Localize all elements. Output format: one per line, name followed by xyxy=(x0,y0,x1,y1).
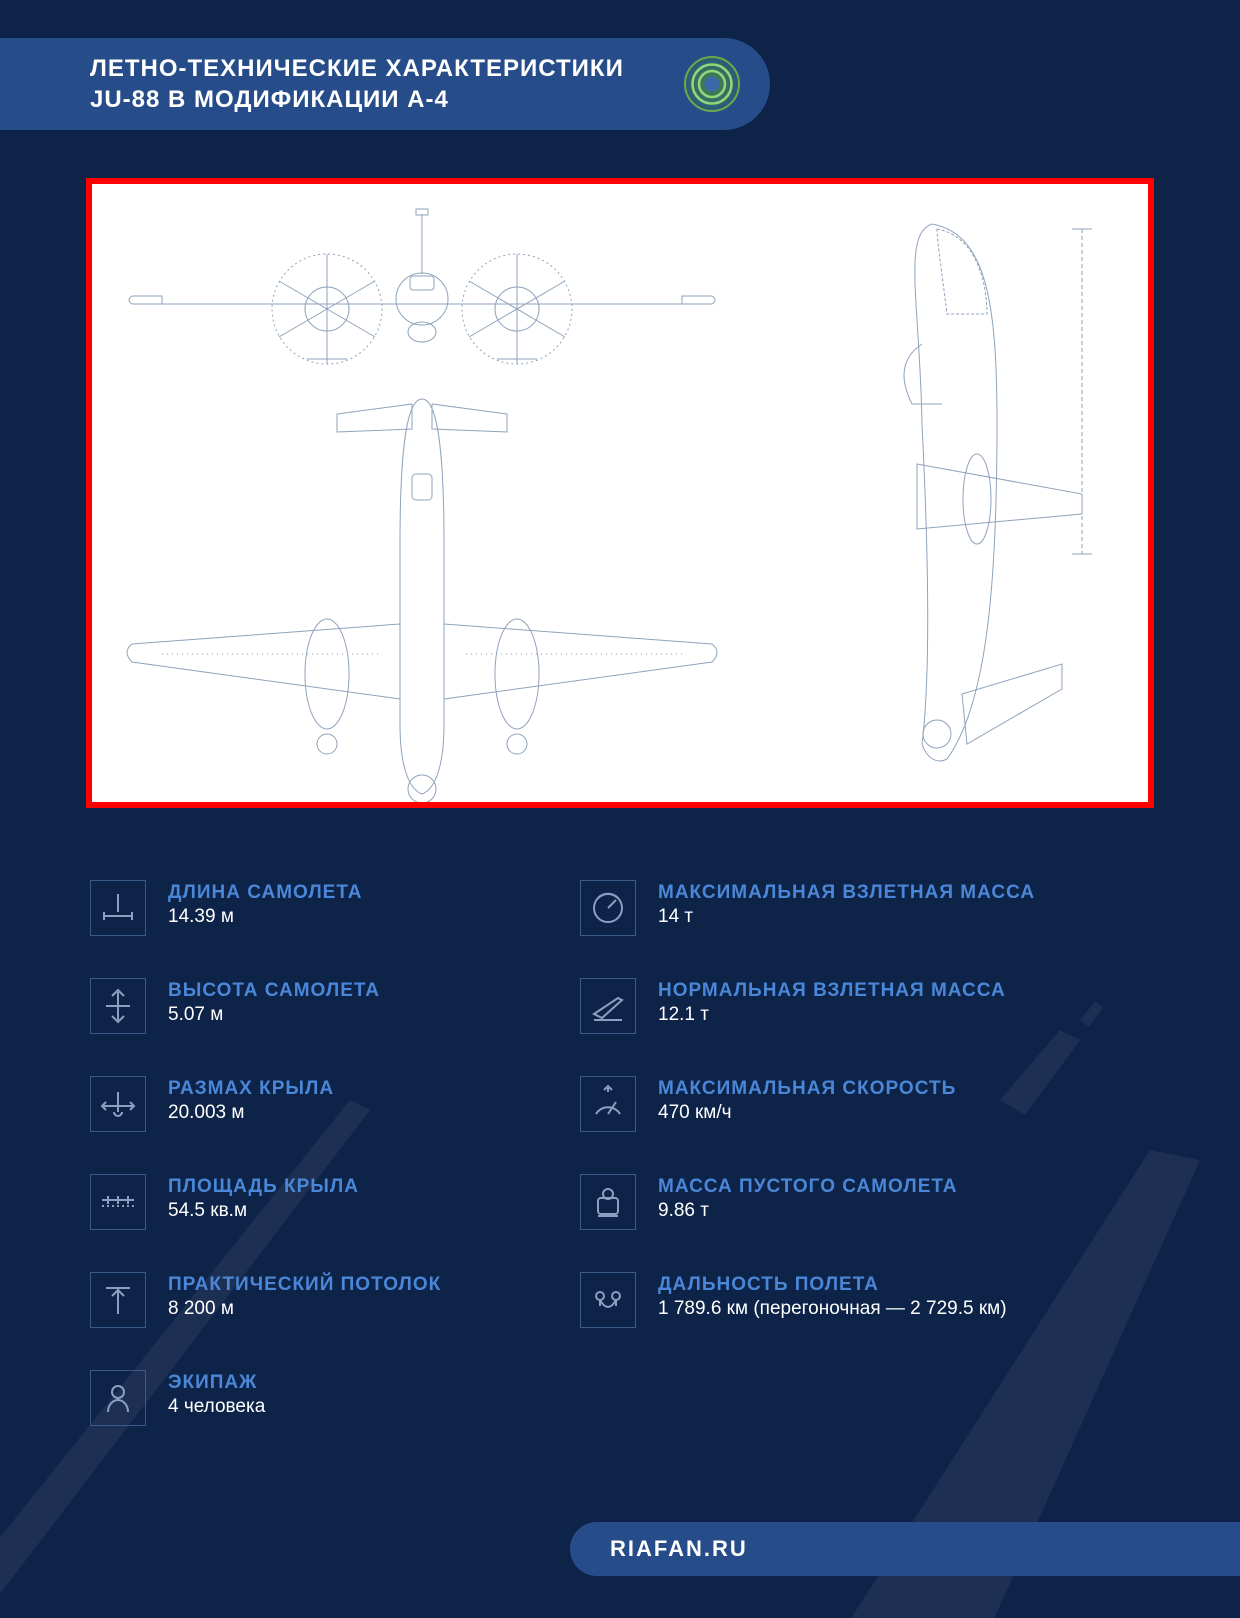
footer-bar: RIAFAN.RU xyxy=(570,1522,1240,1576)
range-icon xyxy=(580,1272,636,1328)
spec-value: 20.003 м xyxy=(168,1102,334,1124)
crew-icon xyxy=(90,1370,146,1426)
specs-container: ДЛИНА САМОЛЕТА 14.39 м ВЫСОТА САМОЛЕТА 5… xyxy=(90,880,1160,1426)
spec-value: 4 человека xyxy=(168,1396,265,1418)
specs-right-column: МАКСИМАЛЬНАЯ ВЗЛЕТНАЯ МАССА 14 т НОРМАЛЬ… xyxy=(580,880,1140,1426)
spec-crew: ЭКИПАЖ 4 человека xyxy=(90,1370,520,1426)
weight-icon xyxy=(580,1174,636,1230)
page-title: ЛЕТНО-ТЕХНИЧЕСКИЕ ХАРАКТЕРИСТИКИ JU-88 В… xyxy=(90,53,624,115)
wingspan-icon xyxy=(90,1076,146,1132)
spec-label: ДАЛЬНОСТЬ ПОЛЕТА xyxy=(658,1274,1007,1296)
ceiling-icon xyxy=(90,1272,146,1328)
logo-badge-icon xyxy=(684,56,740,112)
spec-ntow: НОРМАЛЬНАЯ ВЗЛЕТНАЯ МАССА 12.1 т xyxy=(580,978,1140,1034)
spec-value: 8 200 м xyxy=(168,1298,441,1320)
aircraft-three-view-diagram xyxy=(86,178,1154,808)
spec-value: 9.86 т xyxy=(658,1200,958,1222)
spec-value: 470 км/ч xyxy=(658,1102,956,1124)
spec-label: МАССА ПУСТОГО САМОЛЕТА xyxy=(658,1176,958,1198)
spec-label: РАЗМАХ КРЫЛА xyxy=(168,1078,334,1100)
spec-range: ДАЛЬНОСТЬ ПОЛЕТА 1 789.6 км (перегоночна… xyxy=(580,1272,1140,1328)
length-icon xyxy=(90,880,146,936)
spec-height: ВЫСОТА САМОЛЕТА 5.07 м xyxy=(90,978,520,1034)
spec-label: ВЫСОТА САМОЛЕТА xyxy=(168,980,380,1002)
spec-value: 12.1 т xyxy=(658,1004,1006,1026)
mtow-icon xyxy=(580,880,636,936)
spec-wing-area: ПЛОЩАДЬ КРЫЛА 54.5 кв.м xyxy=(90,1174,520,1230)
speed-icon xyxy=(580,1076,636,1132)
spec-value: 54.5 кв.м xyxy=(168,1200,359,1222)
wing-area-icon xyxy=(90,1174,146,1230)
title-line-2: JU-88 В МОДИФИКАЦИИ A-4 xyxy=(90,84,624,115)
spec-label: НОРМАЛЬНАЯ ВЗЛЕТНАЯ МАССА xyxy=(658,980,1006,1002)
title-line-1: ЛЕТНО-ТЕХНИЧЕСКИЕ ХАРАКТЕРИСТИКИ xyxy=(90,53,624,84)
takeoff-icon xyxy=(580,978,636,1034)
spec-mtow: МАКСИМАЛЬНАЯ ВЗЛЕТНАЯ МАССА 14 т xyxy=(580,880,1140,936)
spec-ceiling: ПРАКТИЧЕСКИЙ ПОТОЛОК 8 200 м xyxy=(90,1272,520,1328)
specs-left-column: ДЛИНА САМОЛЕТА 14.39 м ВЫСОТА САМОЛЕТА 5… xyxy=(90,880,520,1426)
spec-value: 5.07 м xyxy=(168,1004,380,1026)
spec-value: 14 т xyxy=(658,906,1035,928)
spec-speed: МАКСИМАЛЬНАЯ СКОРОСТЬ 470 км/ч xyxy=(580,1076,1140,1132)
height-icon xyxy=(90,978,146,1034)
spec-value: 1 789.6 км (перегоночная — 2 729.5 км) xyxy=(658,1298,1007,1320)
spec-label: МАКСИМАЛЬНАЯ СКОРОСТЬ xyxy=(658,1078,956,1100)
spec-wingspan: РАЗМАХ КРЫЛА 20.003 м xyxy=(90,1076,520,1132)
header-bar: ЛЕТНО-ТЕХНИЧЕСКИЕ ХАРАКТЕРИСТИКИ JU-88 В… xyxy=(0,38,770,130)
spec-empty-weight: МАССА ПУСТОГО САМОЛЕТА 9.86 т xyxy=(580,1174,1140,1230)
spec-length: ДЛИНА САМОЛЕТА 14.39 м xyxy=(90,880,520,936)
spec-value: 14.39 м xyxy=(168,906,362,928)
spec-label: ПЛОЩАДЬ КРЫЛА xyxy=(168,1176,359,1198)
spec-label: ЭКИПАЖ xyxy=(168,1372,265,1394)
footer-site: RIAFAN.RU xyxy=(610,1536,748,1562)
spec-label: МАКСИМАЛЬНАЯ ВЗЛЕТНАЯ МАССА xyxy=(658,882,1035,904)
spec-label: ПРАКТИЧЕСКИЙ ПОТОЛОК xyxy=(168,1274,441,1296)
spec-label: ДЛИНА САМОЛЕТА xyxy=(168,882,362,904)
